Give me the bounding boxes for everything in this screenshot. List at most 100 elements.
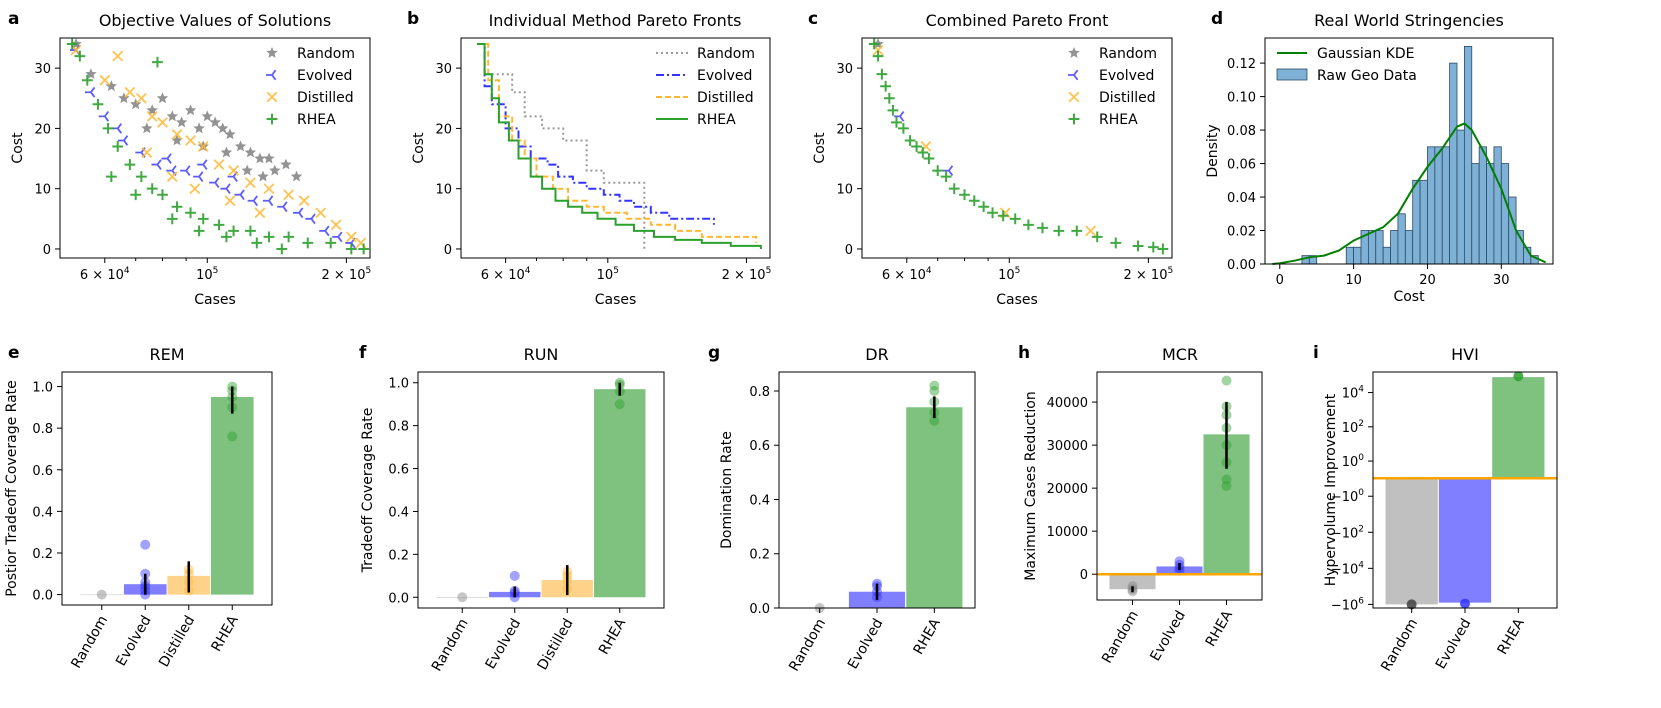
x-tick-label-h-random: Random [1099, 608, 1142, 666]
y-tick-label-d: 0.02 [1227, 225, 1256, 240]
point-c-rhea-10 [917, 147, 929, 158]
point-a-random-18 [263, 152, 275, 164]
x-tick-label-f-random: Random [429, 616, 472, 674]
point-a-random-19 [269, 164, 281, 176]
y-tick-label-c: 10 [836, 183, 853, 198]
point-f-1-3 [509, 570, 520, 581]
point-a-evolved-10 [220, 183, 231, 195]
axes-frame-e [61, 371, 273, 606]
hist-bar-27 [1500, 163, 1510, 265]
point-a-evolved-9 [209, 177, 220, 188]
y-tick-label-e: 1.0 [32, 381, 53, 396]
x-tick-label-b: 6 × 104 [481, 266, 531, 283]
point-a-random-11 [201, 110, 213, 122]
point-c-rhea-29 [1157, 243, 1169, 255]
point-a-distilled-23 [224, 195, 236, 207]
axes-frame-f [417, 371, 665, 609]
point-a-evolved-15 [293, 207, 304, 219]
y-tick-label-e: 0.0 [32, 589, 53, 604]
x-tick-label-c: 105 [998, 266, 1020, 283]
hist-bar-16 [1419, 179, 1428, 265]
point-a-distilled-5 [146, 110, 158, 122]
point-a-random-21 [290, 170, 303, 182]
y-tick-label-h: 30000 [1047, 439, 1088, 454]
y-tick-label-c: 30 [836, 62, 853, 77]
point-a-rhea-14 [228, 225, 239, 237]
y-tick-label-i: −100 [1331, 488, 1364, 505]
point-c-rhea-21 [1023, 219, 1034, 231]
point-g-2-3 [929, 385, 940, 396]
x-axis-label-b: Cases [595, 292, 637, 308]
y-axis-label-f: Tradeoff Coverage Rate [360, 408, 376, 574]
point-c-rhea-25 [1091, 231, 1103, 243]
point-a-random-20 [280, 158, 292, 170]
panel-letter-a: a [8, 9, 19, 29]
x-tick-label-d: 0 [1276, 273, 1284, 288]
hist-bar-24 [1478, 146, 1487, 265]
point-a-random-27 [257, 170, 269, 182]
point-c-rhea-16 [968, 195, 980, 207]
y-tick-label-f: 0.8 [388, 420, 409, 435]
point-c-distilled-3 [1085, 225, 1097, 237]
y-axis-label-h: Maximum Cases Reduction [1023, 391, 1039, 580]
point-a-rhea-19 [325, 237, 337, 249]
y-tick-label-f: 1.0 [388, 377, 409, 392]
point-a-random-7 [166, 110, 178, 122]
bar-i-random [1385, 478, 1438, 605]
point-c-rhea-3 [880, 80, 892, 92]
legend-marker-c-2 [1068, 91, 1080, 103]
point-a-random-13 [217, 122, 229, 134]
legend-marker-a-0 [266, 47, 278, 58]
point-c-rhea-9 [911, 141, 922, 152]
point-a-rhea-6 [124, 159, 136, 170]
point-a-evolved-18 [332, 231, 343, 243]
x-tick-label-e-random: Random [68, 613, 111, 671]
point-a-rhea-9 [157, 189, 168, 201]
point-a-random-25 [220, 146, 233, 158]
point-a-rhea-12 [197, 213, 209, 225]
legend-label-a-2: Distilled [297, 90, 354, 106]
x-tick-label-f-rhea: RHEA [596, 616, 629, 658]
point-a-distilled-8 [185, 135, 196, 146]
legend-label-b-0: Random [697, 46, 755, 62]
point-a-distilled-17 [330, 219, 342, 231]
y-axis-label-b: Cost [411, 132, 427, 164]
point-a-rhea-2 [81, 74, 93, 86]
point-a-random-9 [184, 104, 197, 116]
point-a-random-17 [254, 152, 266, 164]
point-c-rhea-24 [1071, 225, 1083, 237]
panel-letter-f: f [359, 343, 367, 363]
legend-marker-a-1 [266, 69, 277, 81]
bar-e-rhea [210, 396, 254, 595]
point-c-rhea-6 [891, 116, 902, 128]
point-f-3-0 [614, 399, 625, 410]
y-tick-label-d: 0.08 [1227, 124, 1256, 139]
x-tick-label-c: 6 × 104 [882, 266, 932, 283]
bar-h-random [1109, 574, 1156, 590]
panel-letter-g: g [708, 343, 720, 363]
point-c-rhea-28 [1147, 241, 1159, 253]
bar-i-evolved [1438, 478, 1492, 603]
point-a-rhea-29 [276, 243, 288, 255]
chart-title-b: Individual Method Pareto Fronts [489, 11, 742, 30]
hist-bar-9 [1367, 230, 1377, 265]
point-a-evolved-14 [277, 201, 288, 213]
point-c-rhea-18 [987, 207, 998, 219]
point-a-random-1 [85, 68, 97, 79]
y-tick-label-i: 100 [1342, 453, 1365, 470]
point-a-rhea-25 [166, 213, 178, 225]
point-c-rhea-26 [1110, 237, 1122, 249]
y-tick-label-a: 10 [34, 183, 51, 198]
legend-label-c-1: Evolved [1099, 68, 1154, 84]
chart-title-c: Combined Pareto Front [926, 11, 1109, 30]
x-axis-label-c: Cases [996, 292, 1038, 308]
y-tick-label-h: 10000 [1047, 525, 1088, 540]
x-tick-label-b: 2 × 105 [722, 266, 772, 283]
point-a-random-2 [105, 80, 118, 92]
y-tick-label-f: 0.4 [388, 505, 409, 520]
point-a-rhea-15 [245, 225, 256, 237]
x-tick-label-e-evolved: Evolved [113, 613, 155, 669]
y-tick-label-a: 0 [43, 243, 51, 258]
y-tick-label-c: 20 [836, 122, 853, 137]
